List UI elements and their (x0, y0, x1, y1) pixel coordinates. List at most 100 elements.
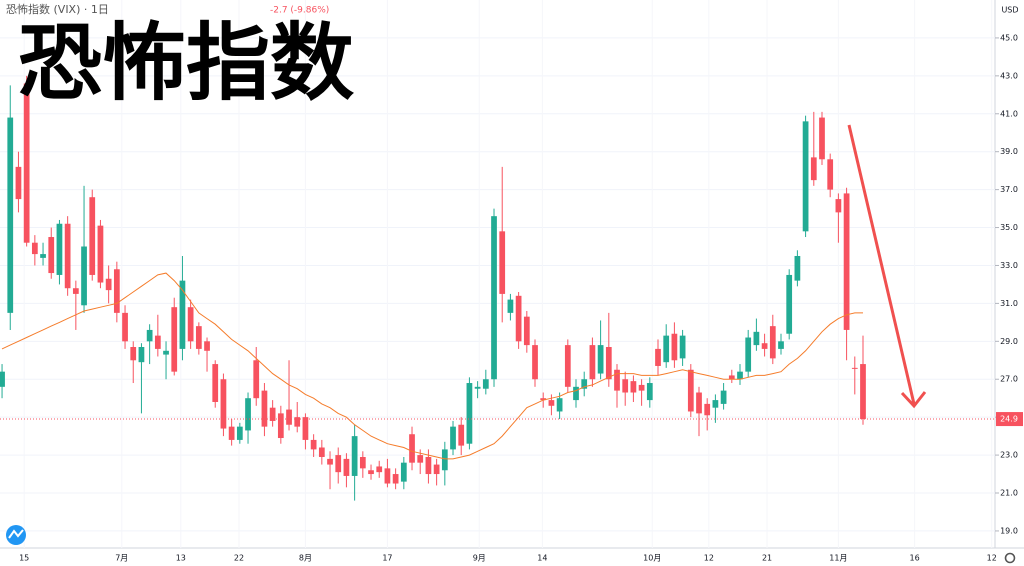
candle-body (761, 343, 768, 349)
candle-body (802, 121, 809, 232)
candle-body (277, 413, 284, 439)
candle-body (523, 316, 530, 346)
candle-body (482, 379, 489, 389)
y-tick-label: 21.0 (1000, 489, 1018, 498)
candle-body (40, 254, 46, 258)
candle-body (409, 434, 415, 463)
candle-body (605, 347, 612, 380)
candle-body (573, 386, 579, 401)
candle-body (851, 367, 858, 369)
candle-body (318, 447, 325, 457)
plot (0, 37, 995, 532)
y-tick-label: 23.0 (1000, 451, 1018, 460)
x-tick-label: 11月 (829, 554, 847, 563)
candle-body (646, 383, 653, 401)
candle-body (64, 223, 71, 289)
candle-body (425, 456, 432, 475)
y-tick-label: 39.0 (1000, 147, 1018, 156)
logo-mark (8, 529, 24, 539)
candle-body (89, 197, 96, 275)
candle-body (786, 274, 793, 334)
candle-body (294, 417, 301, 427)
candle-body (441, 449, 448, 471)
candle-body (769, 326, 776, 359)
candle-body (138, 347, 145, 363)
candle-body (532, 345, 538, 380)
change: -2.7 (-9.86%) (270, 6, 329, 16)
candle-body (376, 466, 383, 473)
candle-body (286, 409, 292, 425)
x-tick-label: 22 (234, 554, 244, 563)
candle-body (269, 407, 276, 421)
y-tick-label: 27.0 (1000, 375, 1018, 384)
last-price-box (996, 412, 1023, 427)
candle-body (679, 335, 686, 359)
candle-body (81, 246, 87, 306)
y-tick-label: 35.0 (1000, 223, 1018, 232)
candle-body (154, 335, 161, 349)
y-tick-label: 33.0 (1000, 261, 1018, 270)
x-tick-label: 21 (762, 554, 772, 563)
candle-body (597, 345, 604, 374)
candle-body (687, 369, 694, 412)
candle-body (0, 371, 5, 387)
moving-average (1, 272, 863, 460)
candle-body (23, 83, 30, 243)
x-tick-label: 7月 (115, 554, 128, 563)
candle-body (491, 216, 497, 380)
candle-body (720, 390, 727, 404)
candle-body (72, 288, 79, 294)
candle-body (433, 464, 440, 475)
candle-body (810, 157, 817, 181)
candle-body (253, 360, 260, 399)
candle-body (392, 474, 399, 484)
candle-body (671, 333, 678, 361)
gear[interactable] (1004, 552, 1016, 564)
candle-body (745, 337, 752, 372)
candle-body (146, 329, 153, 342)
x-tick-label: 16 (910, 554, 920, 563)
candle-body (220, 379, 227, 429)
last-price-label: 24.9 (1000, 415, 1018, 424)
candle-body (843, 193, 850, 330)
candle-body (105, 278, 112, 291)
candle-body (343, 458, 350, 476)
candle-body (310, 439, 317, 450)
y-tick-label: 41.0 (1000, 109, 1018, 118)
y-tick-label: 19.0 (1000, 526, 1018, 535)
candle-body (212, 364, 219, 402)
y-tick-label: 31.0 (1000, 299, 1018, 308)
candle-body (458, 424, 465, 446)
candle-body (564, 345, 571, 387)
candle-body (556, 398, 563, 412)
candle-body (696, 392, 702, 414)
logo[interactable] (6, 525, 26, 545)
candle-body (581, 379, 588, 389)
candle-body (7, 117, 14, 313)
candle-body (195, 326, 202, 349)
candle-body (737, 371, 743, 380)
x-tick-label: 10月 (643, 554, 661, 563)
candle-body (499, 231, 506, 294)
candle-body (163, 350, 169, 355)
symbol-line: 恐怖指数 (VIX) · 1日 (6, 2, 109, 16)
settings-icon[interactable] (1004, 552, 1016, 564)
candle-body (384, 468, 391, 484)
candle-body (655, 348, 661, 366)
candle-body (614, 369, 620, 391)
candle-body (15, 166, 22, 200)
candle-body (359, 456, 366, 469)
candle-body (507, 299, 514, 313)
candle-body (778, 341, 784, 349)
candle-body (113, 269, 120, 313)
x-tick-label: 12 (987, 554, 997, 563)
candle-body (638, 384, 645, 391)
x-tick-label: 12 (704, 554, 714, 563)
candle-body (179, 280, 186, 349)
candle-body (819, 117, 825, 160)
candle-body (400, 462, 407, 482)
candle-body (204, 341, 210, 351)
candle-body (335, 455, 342, 473)
x-tick-label: 8月 (299, 554, 312, 563)
